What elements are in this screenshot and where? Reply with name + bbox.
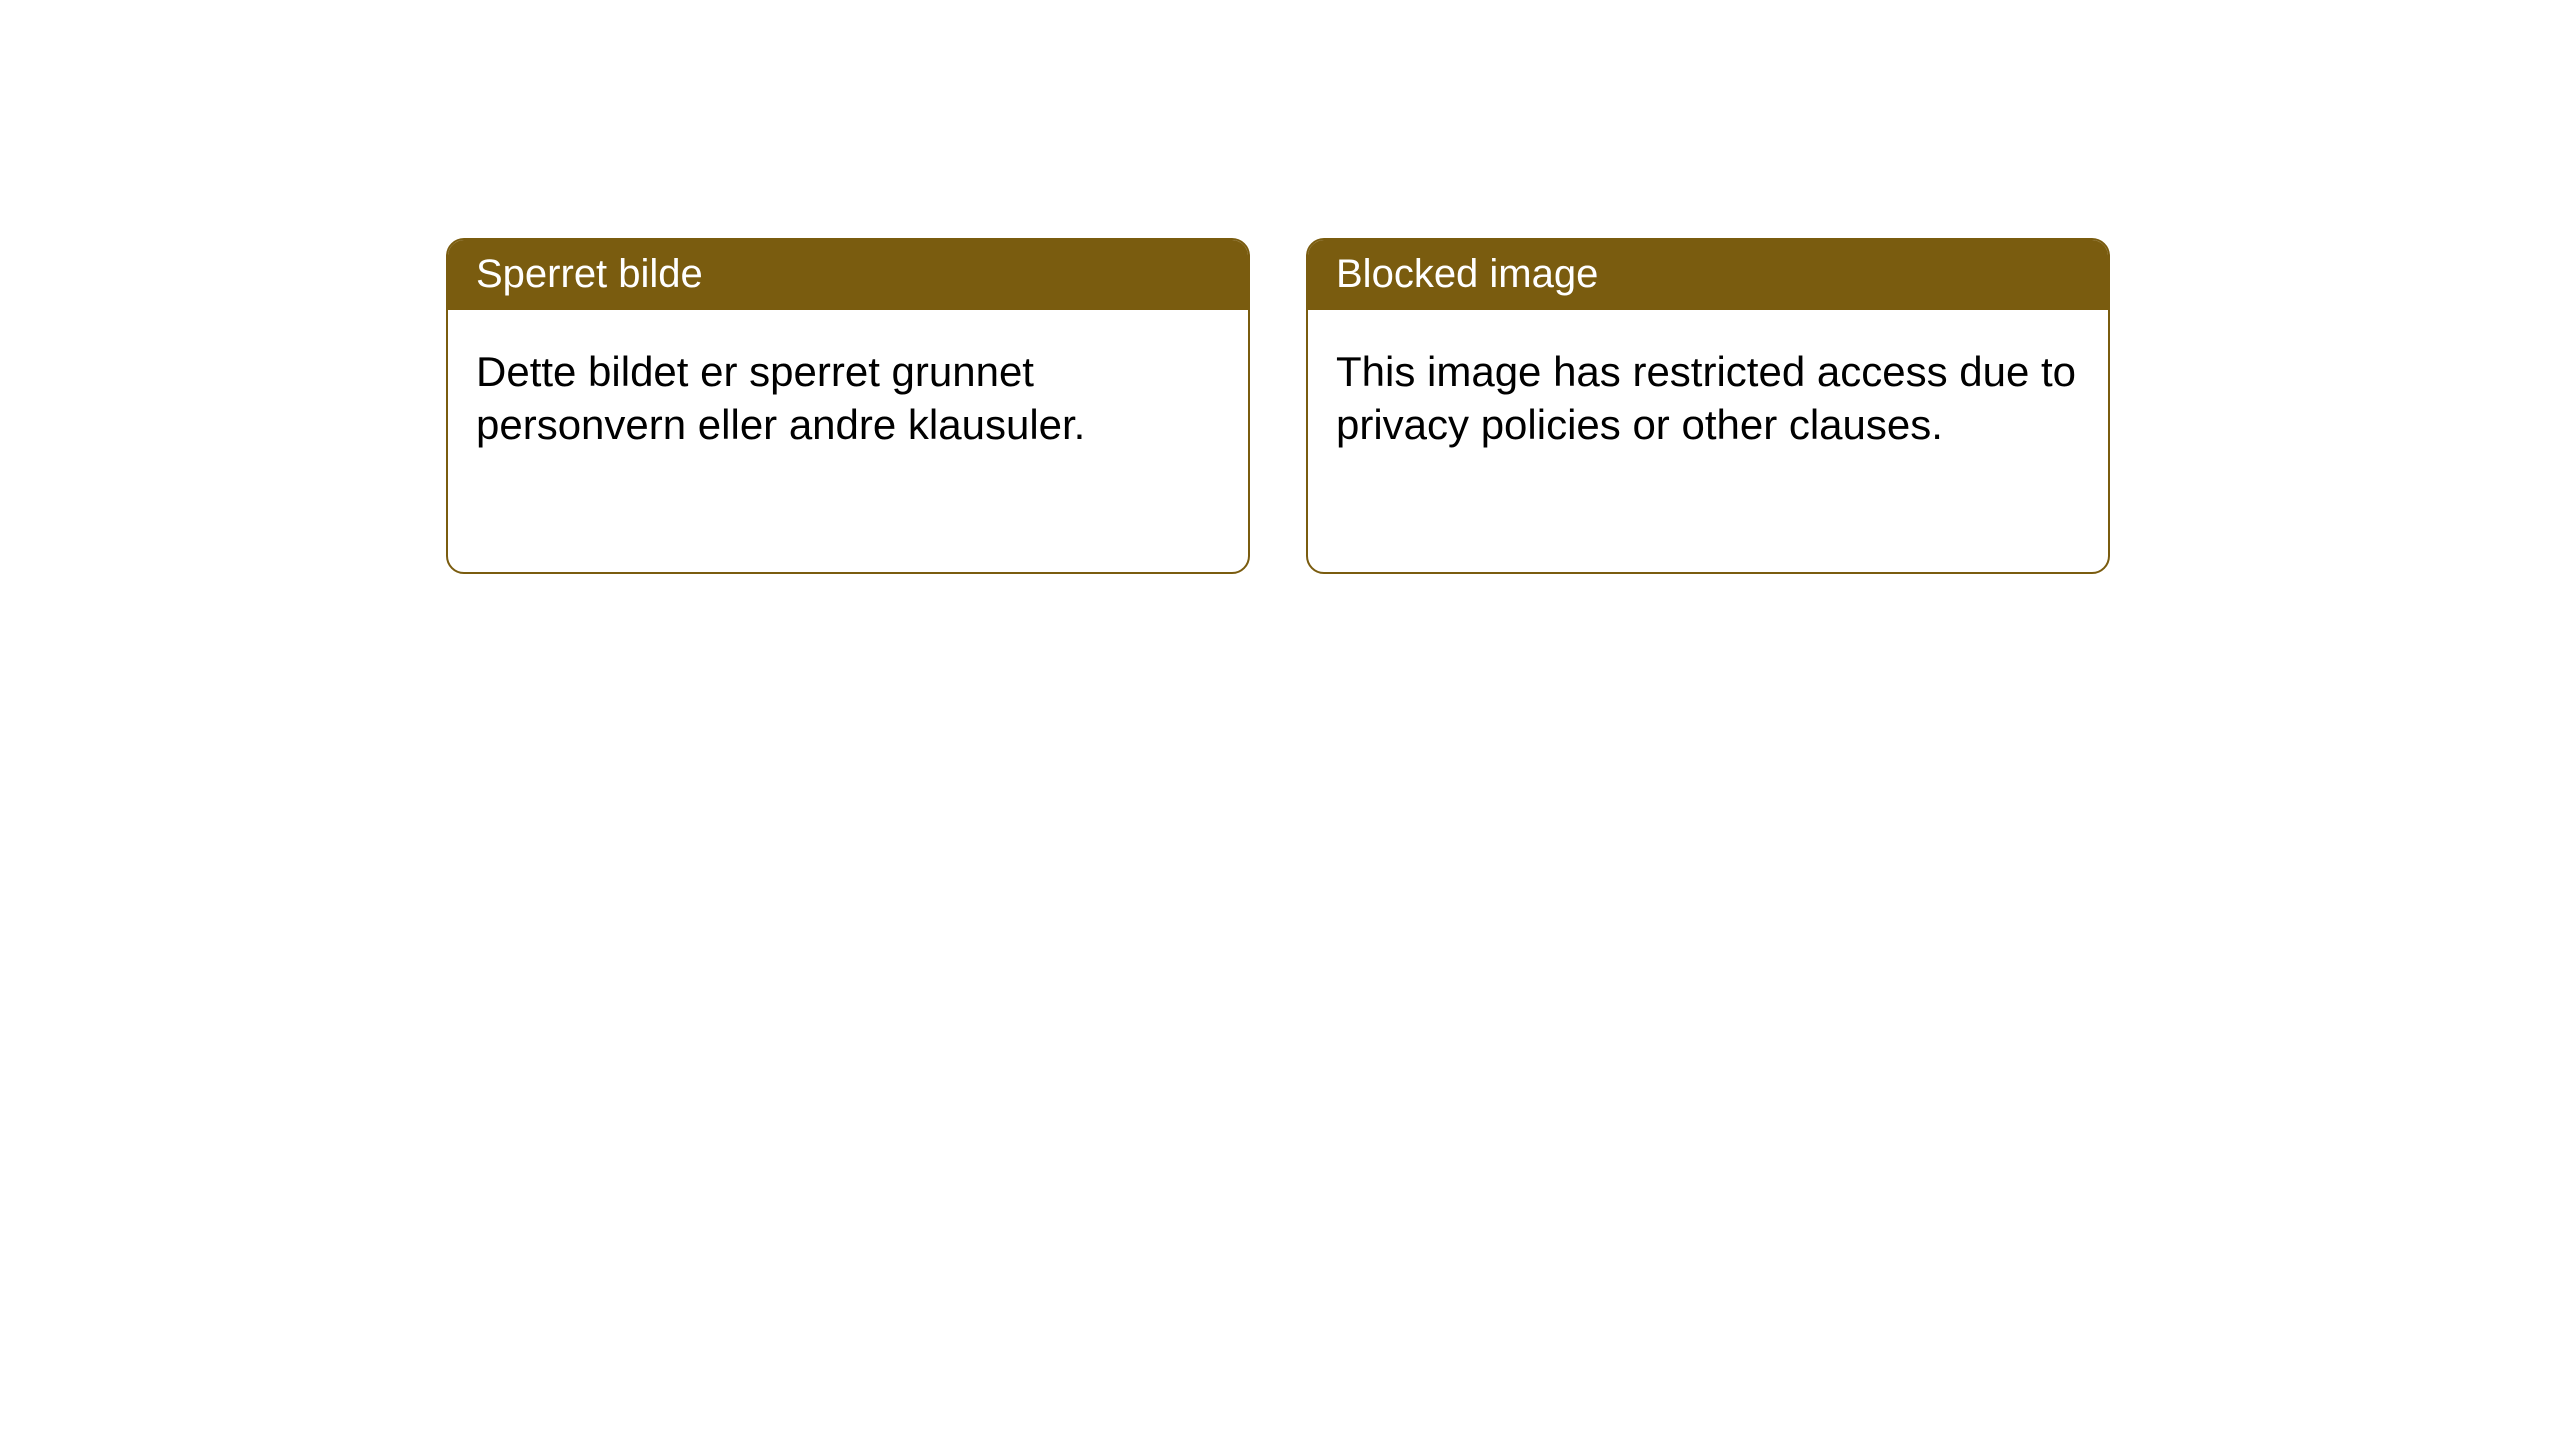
notice-card-norwegian: Sperret bilde Dette bildet er sperret gr… <box>446 238 1250 574</box>
notice-cards-container: Sperret bilde Dette bildet er sperret gr… <box>0 0 2560 574</box>
card-body-text: This image has restricted access due to … <box>1336 348 2076 448</box>
card-header: Blocked image <box>1308 240 2108 310</box>
card-body: This image has restricted access due to … <box>1308 310 2108 479</box>
card-body-text: Dette bildet er sperret grunnet personve… <box>476 348 1085 448</box>
card-body: Dette bildet er sperret grunnet personve… <box>448 310 1248 479</box>
notice-card-english: Blocked image This image has restricted … <box>1306 238 2110 574</box>
card-header: Sperret bilde <box>448 240 1248 310</box>
card-title: Blocked image <box>1336 252 1598 296</box>
card-title: Sperret bilde <box>476 252 703 296</box>
